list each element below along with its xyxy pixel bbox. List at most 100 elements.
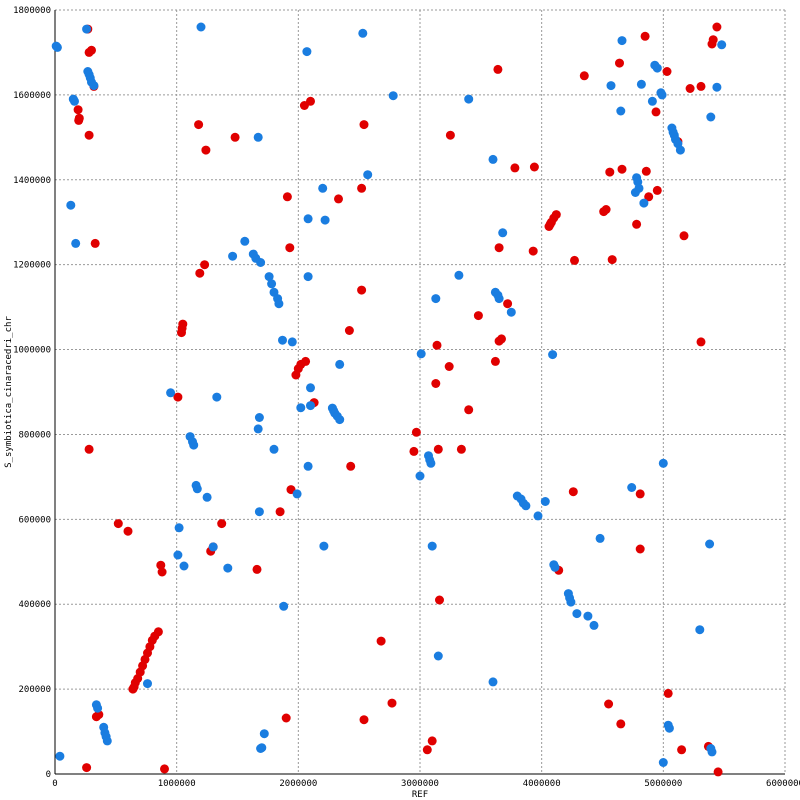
tick-labels: 0 1000000 2000000 3000000 4000000 5000000 6000… — [13, 6, 800, 789]
red-point — [652, 185, 662, 195]
red-point — [456, 444, 466, 454]
red-point — [87, 45, 96, 55]
blue-point — [240, 236, 250, 246]
red-point — [708, 35, 718, 45]
red-point — [635, 489, 645, 499]
red-point — [427, 736, 437, 746]
blue-point — [173, 550, 183, 560]
red-point — [357, 285, 367, 295]
blue-point — [269, 444, 279, 454]
red-point — [503, 299, 513, 309]
red-point — [306, 96, 315, 106]
blue-point — [93, 703, 103, 713]
red-point — [82, 763, 92, 773]
red-point — [435, 595, 444, 605]
y-tick-label: 1400000 — [13, 176, 51, 186]
blue-point — [705, 539, 715, 549]
red-point — [194, 120, 204, 130]
red-point — [632, 219, 642, 229]
red-point — [579, 71, 589, 81]
red-point — [217, 519, 227, 529]
red-point — [617, 164, 627, 174]
blue-point — [253, 132, 263, 142]
red-point — [551, 210, 561, 220]
blue-point — [267, 279, 277, 289]
blue-point — [658, 758, 668, 767]
red-point — [376, 636, 386, 646]
blue-point — [253, 424, 263, 434]
blue-point — [388, 91, 398, 101]
red-point — [712, 22, 722, 32]
red-point — [359, 120, 369, 130]
blue-point — [521, 501, 531, 511]
y-tick-label: 400000 — [18, 600, 51, 610]
red-point — [494, 243, 504, 253]
red-point — [409, 446, 419, 456]
blue-point — [548, 350, 558, 360]
red-point — [601, 205, 611, 214]
red-point — [344, 326, 354, 335]
red-point — [285, 243, 295, 253]
y-tick-label: 800000 — [18, 430, 51, 440]
red-point — [301, 356, 311, 366]
blue-point — [488, 677, 498, 687]
red-point — [195, 268, 205, 278]
blue-point — [616, 106, 626, 116]
y-tick-label: 600000 — [18, 515, 51, 525]
blue-point — [506, 307, 516, 317]
red-point — [510, 163, 520, 173]
blue-point — [335, 359, 345, 369]
blue-point — [212, 392, 222, 402]
red-point — [696, 81, 706, 91]
data-points — [51, 22, 727, 777]
blue-point — [627, 483, 637, 492]
blue-point — [415, 471, 425, 481]
red-point — [90, 238, 100, 248]
red-point — [607, 255, 617, 265]
red-point — [153, 627, 163, 637]
blue-point — [454, 270, 464, 280]
blue-point — [174, 523, 184, 533]
red-point — [679, 231, 689, 241]
x-axis-label: REF — [412, 790, 428, 800]
red-point — [685, 84, 695, 93]
blue-point — [296, 403, 306, 413]
red-point — [445, 130, 455, 140]
red-point — [334, 194, 343, 204]
red-point — [570, 255, 579, 265]
y-tick-label: 1800000 — [13, 6, 51, 16]
red-point — [411, 427, 421, 437]
red-point — [490, 356, 500, 366]
blue-point — [306, 401, 315, 411]
blue-point — [189, 440, 199, 450]
axes — [54, 10, 785, 775]
blue-point — [706, 112, 716, 122]
blue-point — [433, 651, 443, 661]
blue-point — [303, 272, 313, 282]
blue-point — [589, 620, 599, 630]
red-point — [422, 745, 432, 755]
red-point — [604, 699, 614, 709]
blue-point — [566, 597, 576, 607]
blue-point — [427, 541, 437, 551]
blue-point — [533, 511, 543, 521]
blue-point — [302, 47, 312, 57]
red-point — [357, 183, 367, 193]
red-point — [605, 167, 615, 177]
blue-point — [166, 388, 176, 398]
red-point — [696, 337, 706, 347]
blue-point — [254, 507, 264, 517]
blue-point — [318, 183, 328, 193]
red-point — [677, 745, 687, 755]
red-point — [497, 334, 506, 344]
blue-point — [66, 200, 76, 210]
red-point — [713, 767, 723, 777]
red-point — [464, 405, 474, 415]
blue-point — [658, 458, 668, 468]
blue-point — [278, 335, 287, 345]
blue-point — [636, 79, 646, 89]
blue-point — [279, 601, 289, 611]
blue-point — [488, 154, 498, 164]
blue-point — [617, 36, 627, 46]
